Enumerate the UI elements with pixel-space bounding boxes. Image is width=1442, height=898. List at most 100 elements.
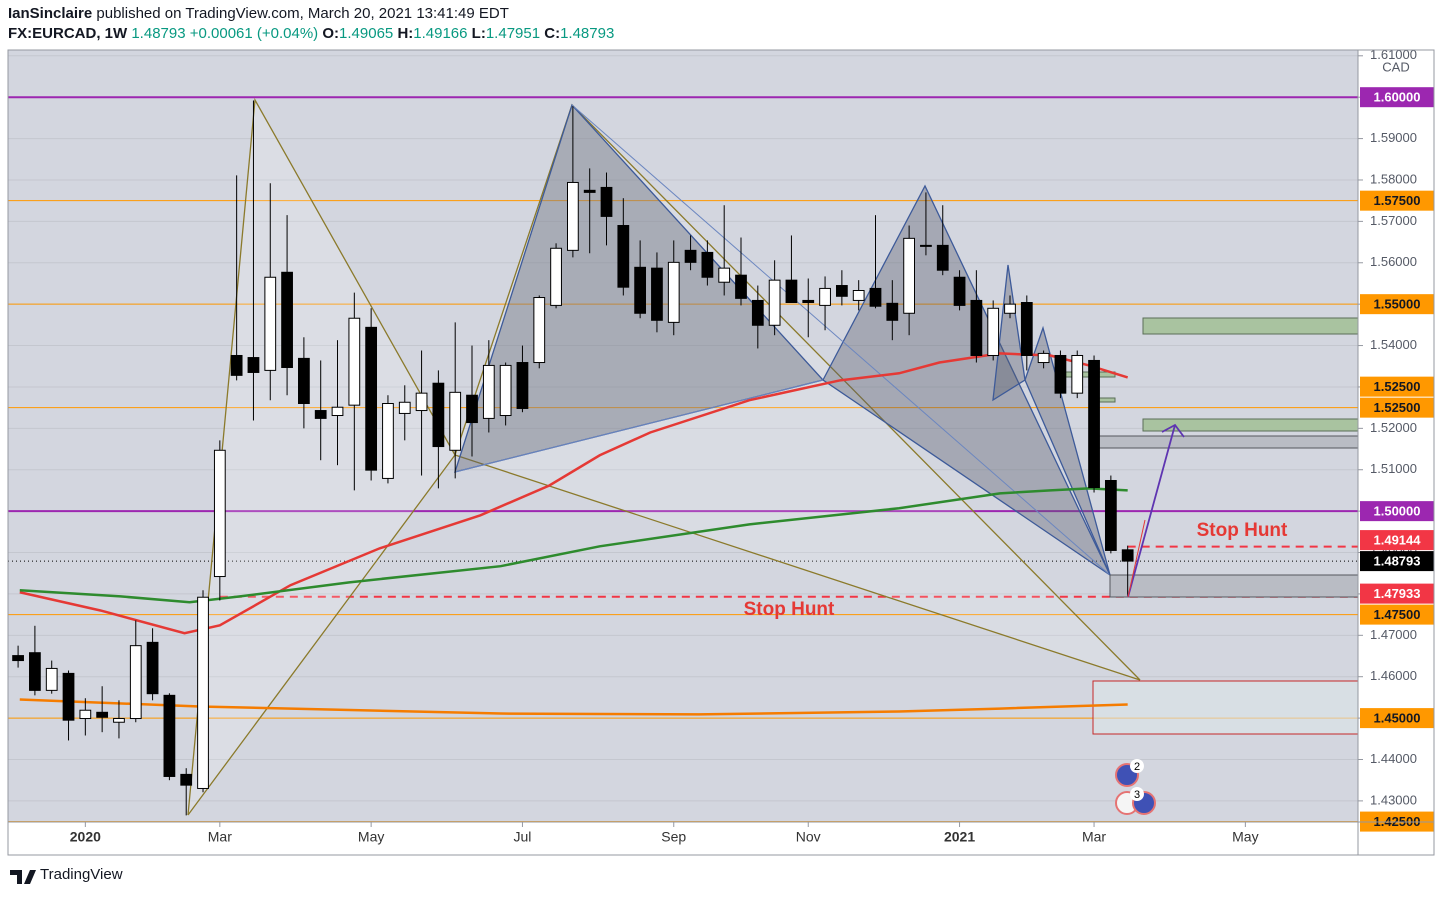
level-label-bg: [1360, 190, 1434, 211]
candle-body: [1071, 354, 1084, 394]
event-badge: [1130, 759, 1144, 773]
pattern-fill: [188, 100, 455, 815]
symbol-line: FX:EURCAD, 1W 1.48793 +0.00061 (+0.04%) …: [8, 24, 614, 44]
candle-body: [886, 302, 899, 321]
moving-average: [19, 487, 1128, 604]
x-tick-label: May: [1232, 829, 1258, 845]
y-tick-label: 1.59000: [1370, 130, 1417, 145]
y-tick-label: 1.57000: [1370, 213, 1417, 228]
x-tick-label: Nov: [796, 829, 821, 845]
level-label-bg: [1360, 604, 1434, 625]
candle-body: [129, 645, 142, 720]
harmonic-fill: [822, 184, 1112, 577]
candle-body: [1088, 359, 1100, 489]
level-label: 1.47500: [1374, 607, 1421, 622]
level-label-bg: [1360, 530, 1434, 551]
ohlc-value: 1.49065: [339, 25, 394, 42]
level-label-bg: [1360, 501, 1434, 522]
level-label: 1.60000: [1374, 90, 1421, 105]
price: 1.48793: [131, 25, 186, 42]
candle-body: [415, 392, 428, 412]
candle-body: [819, 287, 831, 306]
candle-body: [684, 249, 697, 263]
series: [12, 100, 1134, 816]
candle-body: [550, 247, 562, 306]
harmonic-line: [571, 104, 1111, 576]
candle-body: [718, 267, 731, 283]
candle-body: [835, 285, 848, 297]
zone: [1059, 371, 1116, 378]
level-label: 1.47933: [1374, 586, 1421, 601]
footer: TradingView: [40, 866, 123, 883]
frame: [7, 49, 1435, 856]
ohlc-value: 1.47951: [485, 25, 541, 42]
brand: TradingView: [40, 866, 123, 883]
harmonic-line: [454, 379, 824, 473]
candle-body: [516, 362, 529, 409]
logo-mark: [10, 870, 36, 884]
ohlc-label: C:: [544, 25, 561, 42]
candle-body: [751, 299, 764, 326]
symbol: FX:EURCAD, 1W: [8, 25, 128, 42]
y-tick-label: 1.52000: [1370, 420, 1417, 435]
event-badge: [1130, 787, 1144, 801]
ohlc-label: H:: [397, 25, 414, 42]
projection: [1127, 423, 1185, 598]
candle-body: [735, 274, 747, 299]
pattern-line: [454, 103, 1141, 681]
candle-body: [466, 394, 478, 424]
candle-body: [62, 672, 75, 721]
candle-body: [970, 299, 983, 356]
zone: [1142, 317, 1358, 335]
level-label: 1.50000: [1374, 504, 1421, 519]
y-tick-label: 1.43000: [1370, 792, 1417, 807]
candle-body: [1020, 302, 1033, 356]
harmonic-fill: [992, 264, 1026, 402]
level-label-bg: [1360, 583, 1434, 604]
candle-body: [533, 297, 546, 364]
candle-body: [79, 709, 92, 720]
candle-body: [869, 287, 882, 307]
level-label: 1.49144: [1374, 533, 1422, 548]
x-tick-label: Mar: [208, 829, 232, 845]
candle-body: [600, 186, 613, 217]
y-tick-label: 1.51000: [1370, 461, 1417, 476]
ohlc-label: O:: [322, 25, 340, 42]
level-label-bg: [1360, 708, 1434, 729]
candle-body: [617, 225, 630, 288]
candle-body: [348, 317, 361, 406]
y-tick-label: 1.47000: [1370, 627, 1417, 642]
ohlc-value: 1.49166: [413, 25, 468, 42]
x-tick-label: Sep: [661, 829, 686, 845]
candle-body: [449, 391, 462, 451]
published: published on TradingView.com, March 20, …: [96, 5, 509, 22]
candle-body: [197, 596, 209, 789]
candle-body: [96, 711, 109, 718]
candle-body: [936, 244, 949, 271]
x-tick-label: Jul: [513, 829, 531, 845]
candle-body: [920, 244, 932, 247]
candle-body: [365, 326, 378, 471]
projection-line: [1127, 519, 1146, 598]
candle-body: [29, 652, 41, 691]
candle-body: [113, 718, 125, 723]
candle-body: [701, 251, 714, 278]
level-label: 1.57500: [1374, 193, 1421, 208]
candle-body: [1121, 549, 1134, 562]
candle-body: [12, 655, 24, 662]
candle-body: [281, 271, 293, 368]
zone: [1092, 680, 1358, 735]
author: IanSinclaire: [8, 5, 93, 22]
candle-body: [314, 410, 327, 419]
y-tick-label: 1.46000: [1370, 668, 1417, 683]
candle-body: [180, 773, 193, 786]
change: +0.00061 (+0.04%): [189, 25, 319, 42]
annotation: Stop Hunt: [744, 599, 835, 620]
candle-body: [987, 307, 1000, 356]
event-icons: 2 3: [1115, 759, 1156, 815]
y-tick-label: 1.61000: [1370, 47, 1417, 62]
candle-body: [1054, 354, 1067, 394]
y-tick-label: 1.54000: [1370, 337, 1417, 352]
